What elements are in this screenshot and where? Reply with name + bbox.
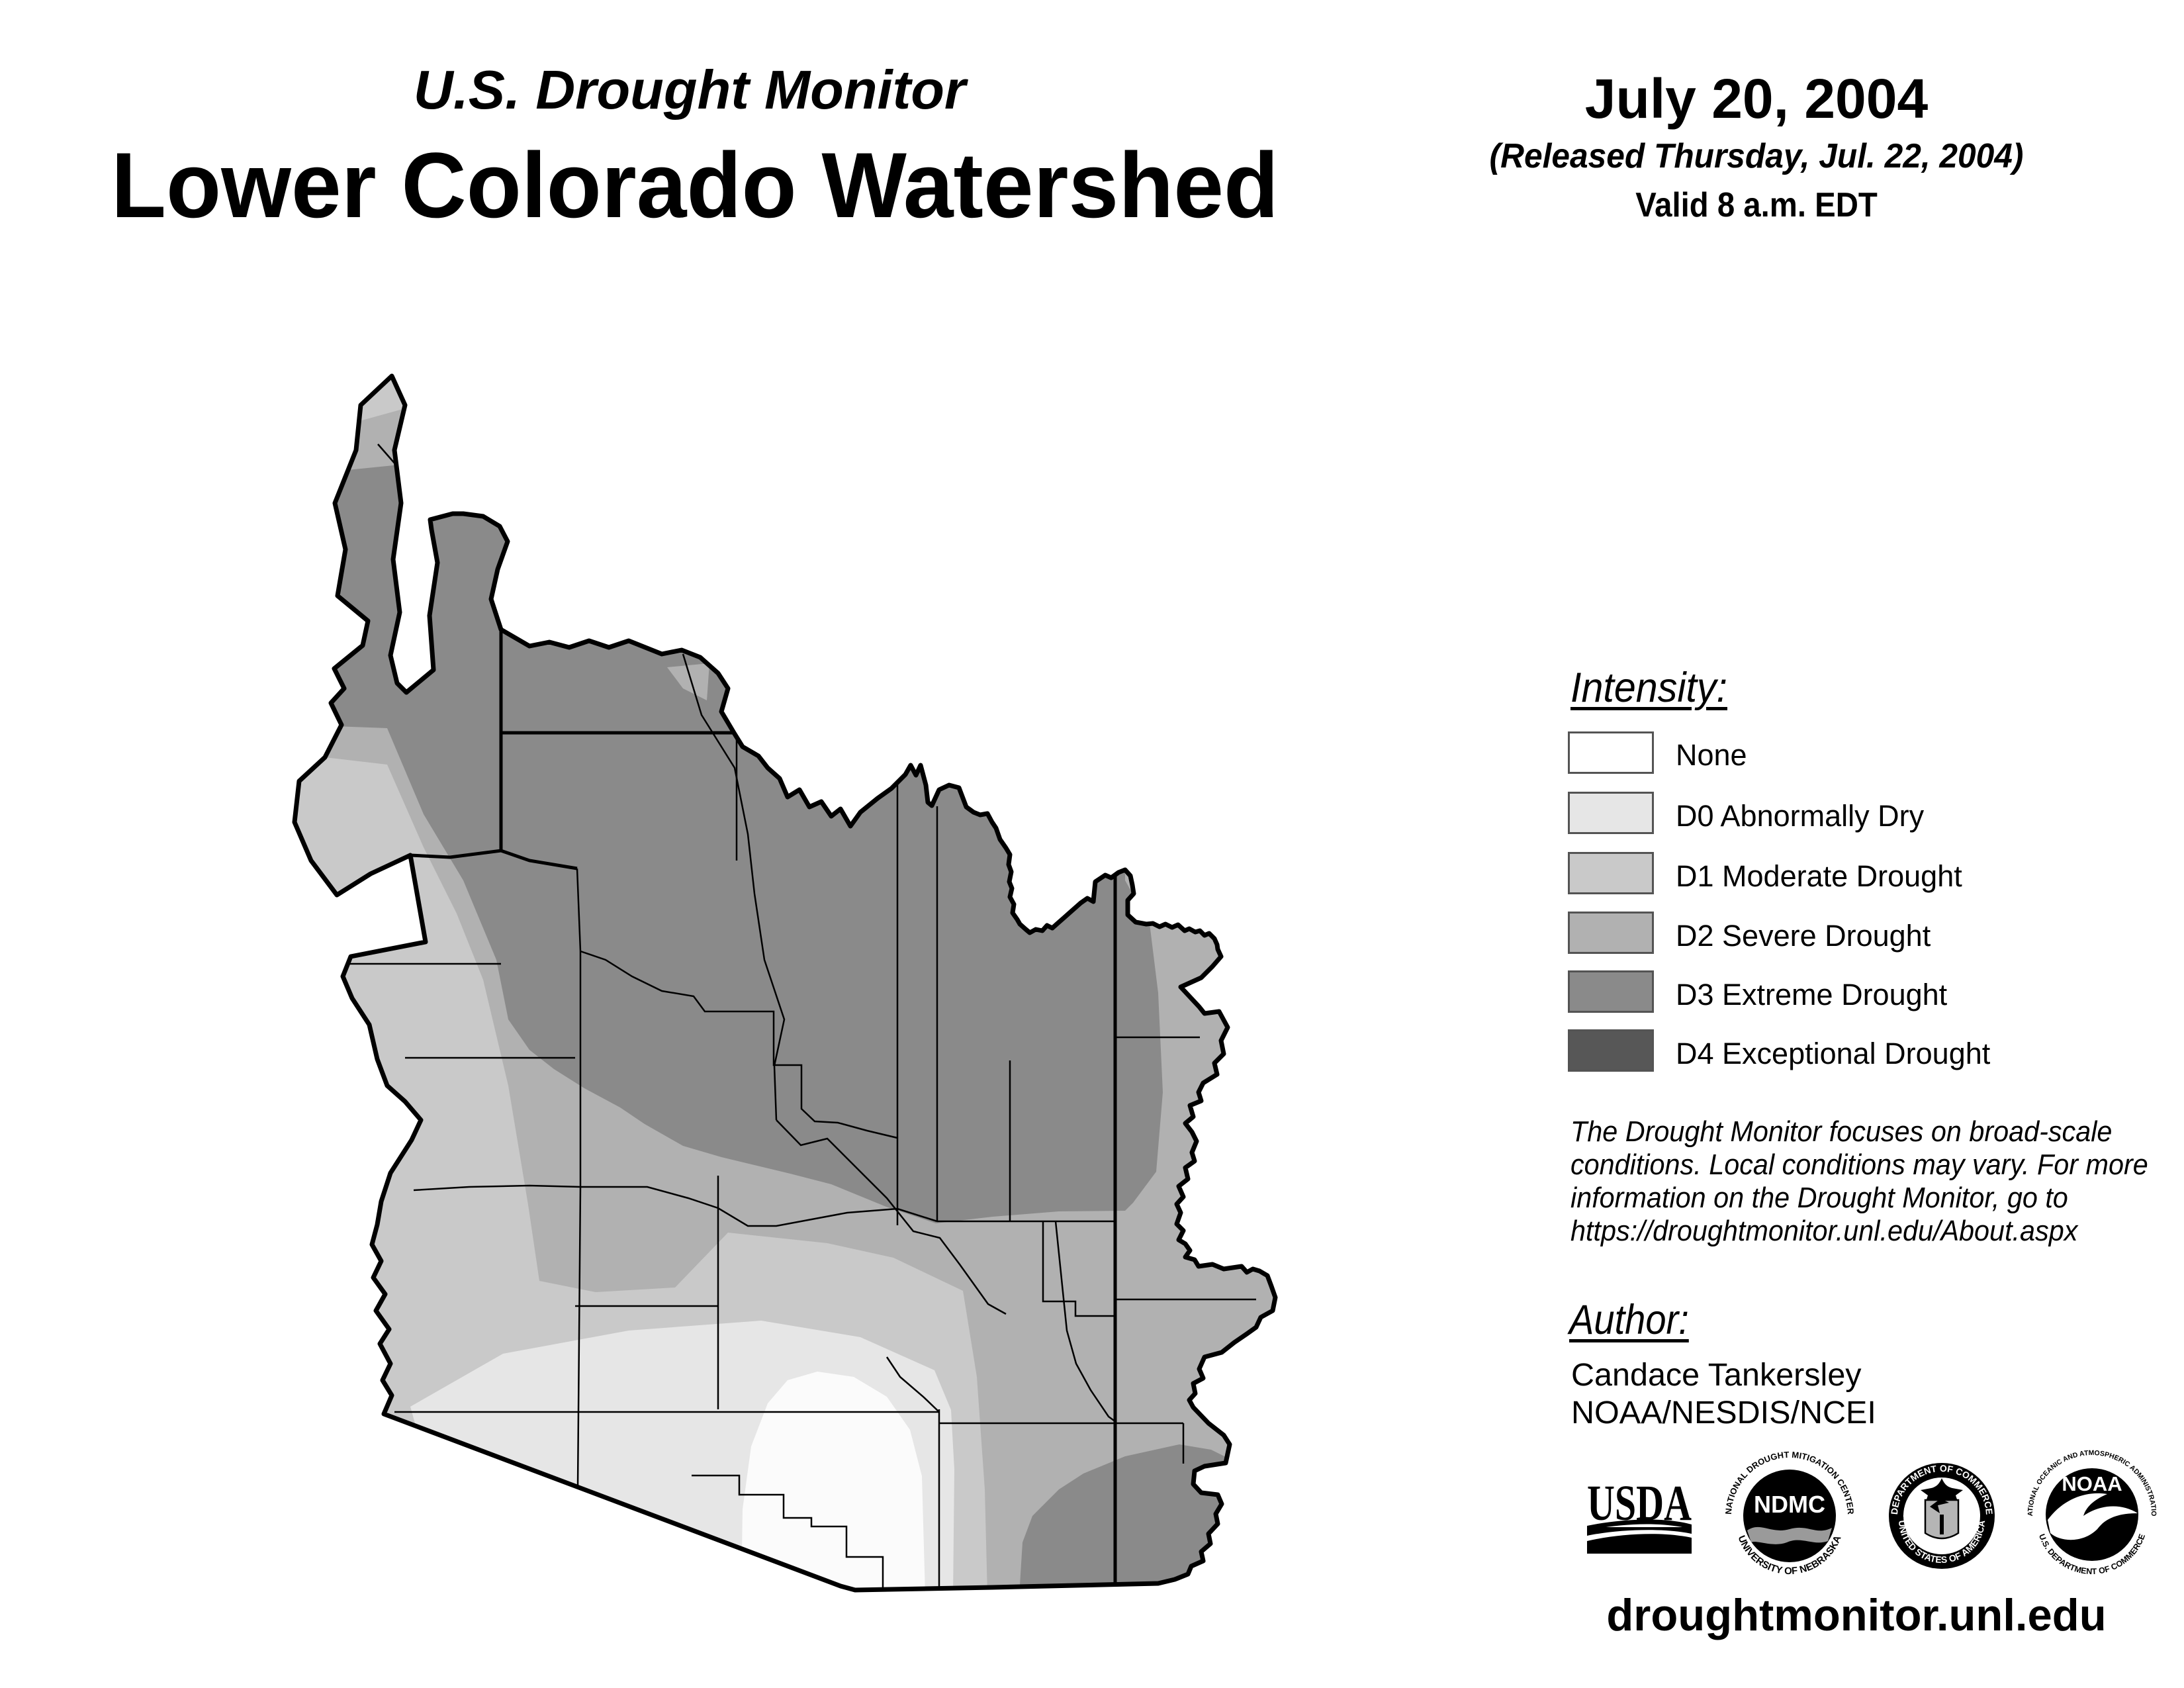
svg-text:NDMC: NDMC <box>1754 1491 1825 1518</box>
svg-text:★: ★ <box>1971 1512 1980 1523</box>
svg-text:NOAA: NOAA <box>2062 1472 2122 1495</box>
svg-text:★: ★ <box>1902 1512 1911 1523</box>
